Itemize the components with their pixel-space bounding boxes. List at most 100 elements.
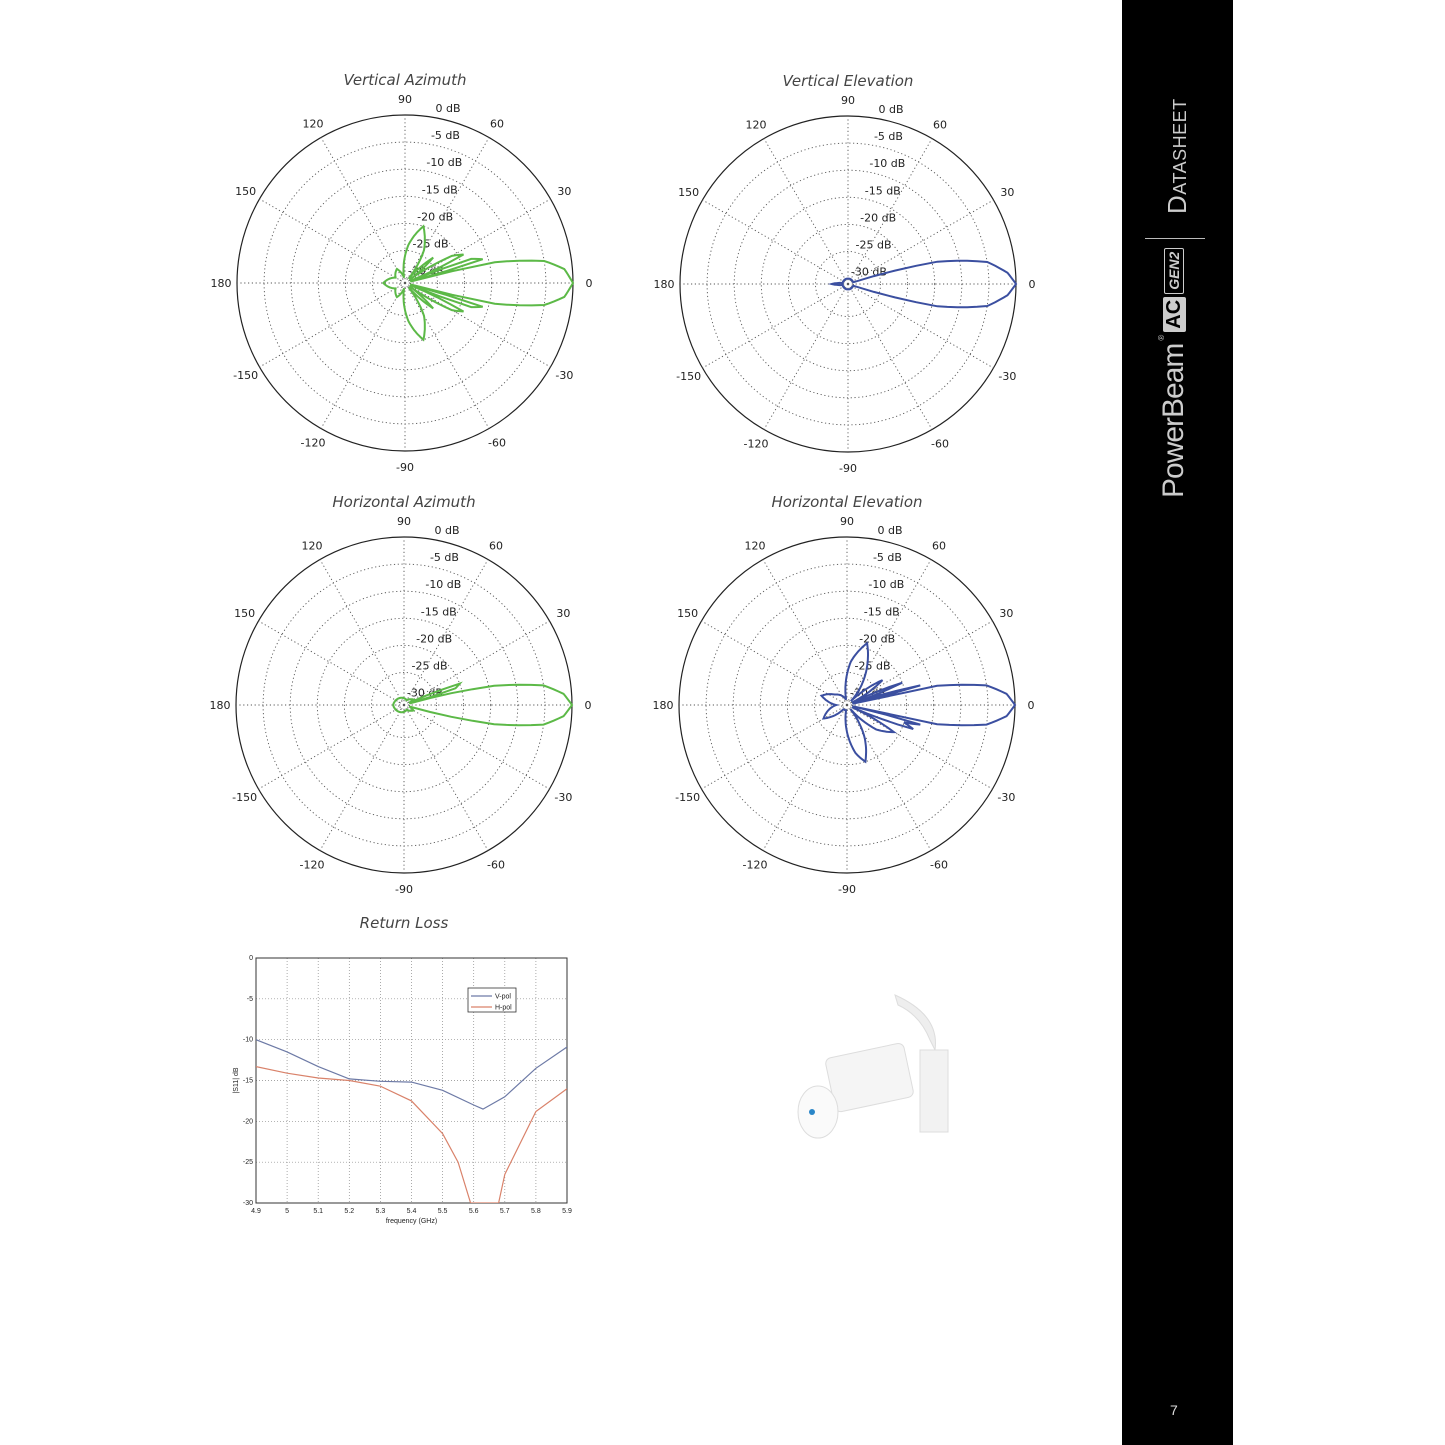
doc-type-label: Datasheet [1162, 98, 1192, 214]
angle-tick-label: 120 [746, 119, 767, 132]
angular-gridline [762, 559, 848, 706]
angle-tick-label: 0 [585, 699, 592, 712]
x-axis-label: frequency (GHz) [386, 1218, 437, 1225]
angle-tick-label: 180 [210, 699, 231, 712]
angle-tick-label: 60 [490, 118, 504, 131]
y-tick-label: -5 [247, 996, 253, 1003]
x-tick-label: 5.6 [469, 1208, 479, 1215]
angular-gridline [404, 282, 490, 429]
angle-tick-label: 180 [653, 699, 674, 712]
y-tick-label: -20 [243, 1118, 253, 1125]
angular-gridline [847, 138, 933, 285]
angle-tick-label: 120 [302, 540, 323, 553]
sidebar-divider [1145, 238, 1205, 239]
chart-title: Horizontal Azimuth [332, 493, 475, 511]
plot-frame [255, 957, 568, 1204]
radial-tick-label: 0 dB [879, 103, 904, 116]
chart-title: Return Loss [360, 914, 449, 932]
angle-tick-label: 90 [398, 93, 412, 106]
series-line-h-pol [256, 1066, 567, 1203]
x-tick-label: 5.8 [531, 1208, 541, 1215]
angular-gridline [846, 704, 932, 851]
radial-tick-label: 0 dB [878, 524, 903, 537]
angle-tick-label: -120 [300, 858, 325, 871]
brand-logo: PowerBeam ® AC GEN2 [1157, 247, 1191, 498]
angle-tick-label: 0 [1028, 699, 1035, 712]
angle-tick-label: 30 [1000, 186, 1014, 199]
badge-gen2: GEN2 [1164, 247, 1184, 294]
angle-tick-label: -90 [839, 462, 857, 475]
page-number: 7 [1170, 1402, 1178, 1418]
radial-gridline [344, 222, 466, 344]
radial-gridline [372, 250, 438, 316]
radiation-pattern-trace [827, 259, 1018, 309]
angle-tick-label: -150 [676, 370, 701, 383]
angle-tick-label: -90 [396, 461, 414, 474]
angular-gridline [403, 704, 550, 790]
y-tick-label: -30 [243, 1200, 253, 1207]
angular-gridline [847, 283, 994, 369]
radial-tick-label: 0 dB [435, 524, 460, 537]
angular-gridline [258, 704, 405, 790]
radial-tick-label: -10 dB [425, 578, 461, 591]
angle-tick-label: -150 [675, 791, 700, 804]
angle-tick-label: -150 [232, 791, 257, 804]
x-tick-label: 5.1 [313, 1208, 323, 1215]
radial-tick-label: -5 dB [430, 551, 459, 564]
angular-gridline [702, 199, 849, 285]
return-loss-chart: Return Loss 4.9 5 5.1 5.2 5.3 5.4 5.5 5.6 5.7 5.8 5… [233, 914, 572, 1225]
angle-tick-label: 60 [932, 540, 946, 553]
angular-gridline [259, 282, 406, 368]
legend-label: V-pol [495, 994, 511, 1001]
angular-gridline [404, 198, 551, 284]
angular-gridline [404, 282, 551, 368]
angular-gridline [404, 137, 490, 284]
angle-tick-label: 30 [556, 607, 570, 620]
radial-gridline [316, 617, 492, 793]
radial-tick-label: -10 dB [868, 578, 904, 591]
angular-gridline [319, 559, 405, 706]
angle-tick-label: -150 [233, 369, 258, 382]
radial-gridline [289, 590, 519, 820]
series-line-v-pol [256, 1039, 567, 1110]
radiation-pattern-trace [381, 224, 575, 342]
polar-chart: Vertical Azimuth 0 dB -5 dB -10 dB -15 dB -20… [211, 71, 593, 474]
chart-title: Vertical Elevation [783, 72, 914, 90]
radial-tick-label: -25 dB [855, 659, 891, 672]
angle-tick-label: 150 [234, 607, 255, 620]
radial-gridline [343, 644, 465, 766]
angular-gridline [403, 704, 489, 851]
x-tick-label: 5.2 [344, 1208, 354, 1215]
radial-tick-label: -5 dB [431, 129, 460, 142]
polar-chart: Horizontal Elevation 0 dB -5 dB -10 dB -15 d… [653, 493, 1035, 896]
angle-tick-label: -90 [838, 883, 856, 896]
radial-tick-label: -5 dB [873, 551, 902, 564]
angle-tick-label: 150 [678, 186, 699, 199]
angle-tick-label: 150 [677, 607, 698, 620]
badge-ac: AC [1162, 296, 1186, 332]
angle-tick-label: 150 [235, 185, 256, 198]
radial-tick-label: -15 dB [422, 183, 458, 196]
angle-tick-label: 90 [840, 515, 854, 528]
angle-tick-label: -30 [998, 370, 1016, 383]
radial-tick-label: -15 dB [865, 184, 901, 197]
radial-tick-label: -20 dB [859, 632, 895, 645]
angular-gridline [763, 138, 849, 285]
angle-tick-label: -60 [488, 436, 506, 449]
radial-gridline [371, 672, 437, 738]
sidebar [1122, 0, 1233, 1445]
angle-tick-label: -120 [301, 436, 326, 449]
radial-tick-label: -10 dB [869, 157, 905, 170]
angle-tick-label: 120 [745, 540, 766, 553]
angular-gridline [846, 559, 932, 706]
angle-tick-label: 0 [1029, 278, 1036, 291]
polar-chart: Horizontal Azimuth 0 dB -5 dB -10 dB -15 dB -… [210, 493, 592, 896]
angle-tick-label: -60 [930, 858, 948, 871]
angular-gridline [763, 283, 849, 430]
angular-gridline [762, 704, 848, 851]
angular-gridline [847, 283, 933, 430]
x-tick-label: 5.9 [562, 1208, 572, 1215]
y-tick-label: -10 [243, 1037, 253, 1044]
legend-label: H-pol [495, 1005, 512, 1012]
